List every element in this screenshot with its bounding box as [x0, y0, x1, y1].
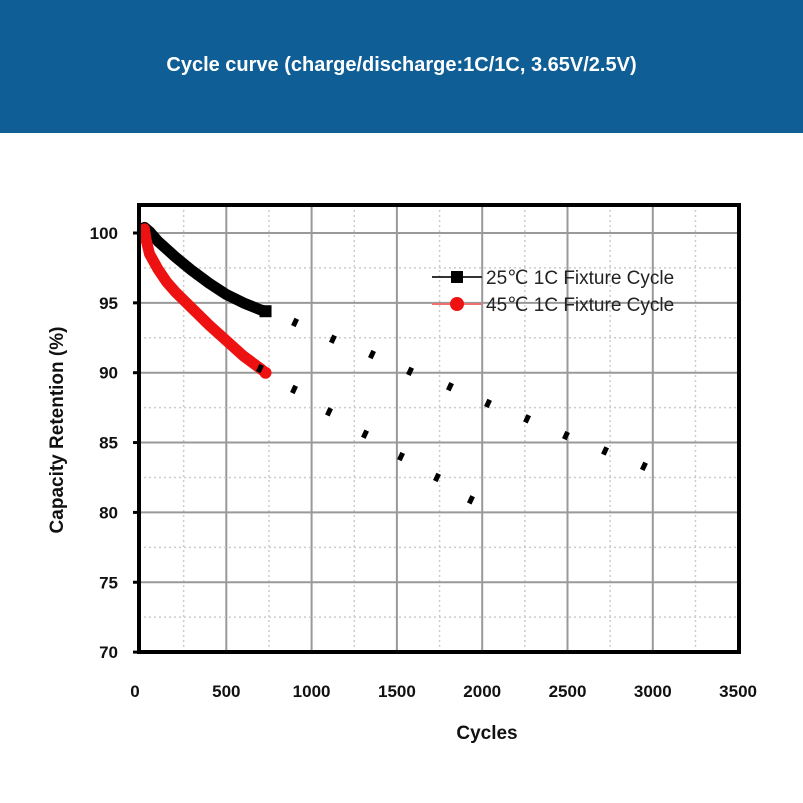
y-tick-label: 80 [99, 503, 118, 522]
data-point [466, 495, 475, 505]
data-point [639, 461, 648, 471]
data-point [406, 366, 414, 376]
y-tick-label: 85 [99, 434, 118, 453]
x-tick-label: 0 [130, 682, 139, 701]
x-tick-label: 1500 [378, 682, 416, 701]
y-tick-label: 70 [99, 643, 118, 662]
legend-label: 45℃ 1C Fixture Cycle [486, 295, 674, 316]
x-axis-label: Cycles [456, 723, 517, 744]
data-point [397, 451, 405, 462]
data-point [446, 381, 454, 392]
data-point [562, 430, 570, 441]
y-tick-label: 75 [99, 573, 118, 592]
legend-circle-marker [450, 297, 464, 311]
series-line-1 [138, 221, 272, 317]
series-line-2 [138, 223, 272, 379]
x-tick-label: 2000 [463, 682, 501, 701]
data-point [601, 446, 609, 456]
y-tick-label: 90 [99, 364, 118, 383]
data-point [361, 429, 369, 439]
data-point [291, 317, 300, 328]
chart-title: Cycle curve (charge/discharge:1C/1C, 3.6… [166, 54, 637, 76]
x-tick-label: 1000 [293, 682, 331, 701]
data-point [484, 398, 492, 409]
title-banner: Cycle curve (charge/discharge:1C/1C, 3.6… [0, 0, 803, 133]
x-tick-label: 3000 [634, 682, 672, 701]
data-point [368, 349, 376, 360]
data-point [290, 384, 298, 395]
data-point [325, 407, 333, 417]
plot-frame [137, 203, 741, 654]
legend-label: 25℃ 1C Fixture Cycle [486, 268, 674, 289]
data-point [259, 366, 272, 379]
x-tick-label: 500 [212, 682, 240, 701]
y-axis-label: Capacity Retention (%) [47, 327, 68, 534]
data-point [255, 363, 264, 374]
legend-square-marker [451, 271, 463, 283]
data-point [433, 472, 441, 483]
x-tick-label: 2500 [549, 682, 587, 701]
data-point [523, 414, 532, 424]
data-point [259, 305, 272, 318]
x-tick-label: 3500 [719, 682, 757, 701]
y-tick-label: 100 [90, 224, 118, 243]
y-tick-label: 95 [99, 294, 118, 313]
data-point [328, 334, 337, 344]
